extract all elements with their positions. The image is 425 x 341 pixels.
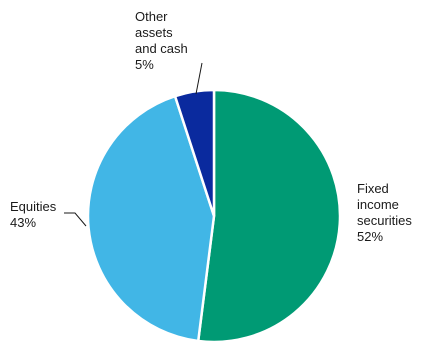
pie-slice-2	[173, 88, 216, 217]
pie-slice-1	[86, 94, 216, 341]
slice-label-line: securities	[357, 213, 412, 228]
slice-label-line: income	[357, 197, 399, 212]
slice-label-line: Other	[135, 9, 168, 24]
slice-label-line: Fixed	[357, 181, 389, 196]
pie-slice-0	[196, 88, 342, 341]
slice-label-0: Fixed income securities 52%	[357, 181, 412, 244]
slice-label-1: Equities 43%	[10, 199, 57, 230]
leader-lines	[64, 62, 203, 227]
slice-labels: Fixed income securities 52% Equities 43% Other…	[10, 9, 412, 244]
pie-slices	[86, 88, 342, 341]
leader-line-1	[64, 212, 87, 227]
leader-line-2	[195, 62, 203, 95]
slice-value-label: 5%	[135, 57, 154, 72]
slice-label-line: and cash	[135, 41, 188, 56]
slice-label-2: Other assets and cash 5%	[135, 9, 188, 72]
slice-label-line: Equities	[10, 199, 57, 214]
slice-value-label: 52%	[357, 229, 383, 244]
slice-label-line: assets	[135, 25, 173, 40]
slice-value-label: 43%	[10, 215, 36, 230]
